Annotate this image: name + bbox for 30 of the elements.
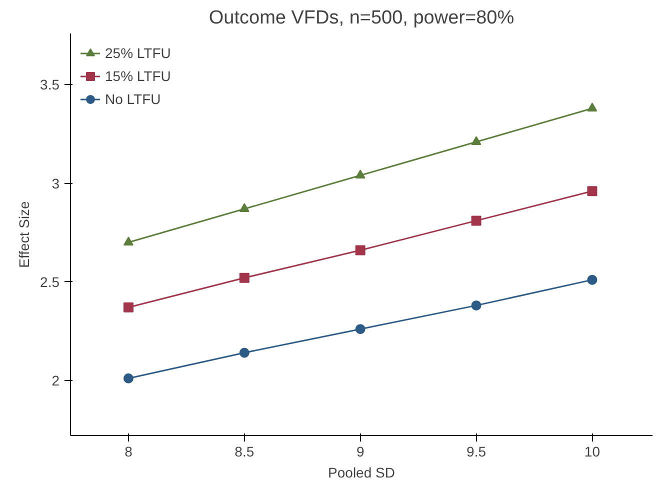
x-tick-label: 10 — [584, 444, 600, 460]
point — [471, 136, 482, 145]
x-tick-label: 8.5 — [234, 444, 254, 460]
point — [587, 102, 598, 112]
legend-label: No LTFU — [105, 91, 161, 107]
y-tick-label: 3.5 — [40, 76, 60, 93]
point — [239, 348, 250, 358]
point — [355, 170, 366, 178]
point — [587, 186, 598, 196]
point — [471, 300, 482, 310]
legend-label: 15% LTFU — [105, 68, 171, 84]
x-tick-label: 9 — [356, 444, 364, 460]
point — [355, 245, 366, 256]
y-tick-label: 3 — [52, 175, 60, 192]
point — [123, 236, 134, 246]
point — [239, 203, 250, 212]
point — [239, 272, 250, 283]
point — [123, 302, 134, 312]
x-tick-label: 8 — [124, 444, 133, 460]
y-tick-label: 2.5 — [40, 274, 60, 290]
x-axis-title: Pooled SD — [328, 464, 395, 480]
point — [587, 274, 598, 285]
point — [355, 324, 366, 334]
x-tick-label: 9.5 — [466, 444, 486, 460]
y-tick-label: 2 — [52, 372, 60, 388]
chart-title: Outcome VFDs, n=500, power=80% — [208, 8, 514, 28]
point — [471, 216, 482, 226]
legend-label: 25% LTFU — [105, 45, 171, 61]
point — [123, 373, 134, 384]
y-axis-title: Effect Size — [16, 200, 32, 268]
